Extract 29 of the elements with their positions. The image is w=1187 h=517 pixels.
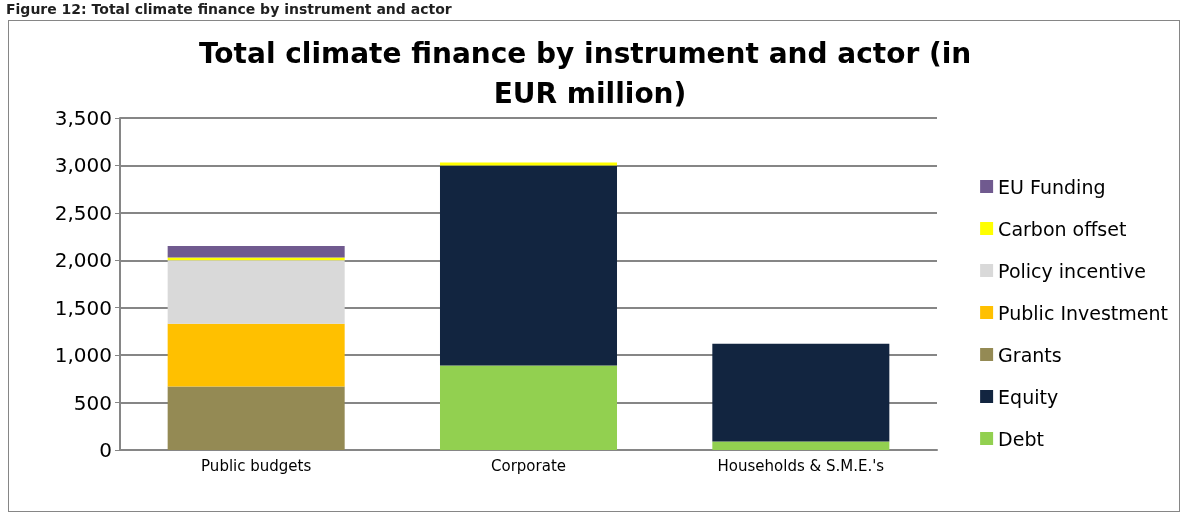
- y-tick-label: 3,000: [54, 153, 112, 178]
- x-tick-label: Corporate: [491, 456, 566, 475]
- chart-title: Total climate finance by instrument and actor (in EUR million): [198, 36, 982, 110]
- legend-label: Grants: [998, 343, 1062, 366]
- y-tick-label: 2,000: [54, 248, 112, 273]
- y-tick-label: 1,000: [54, 343, 112, 368]
- bar: [167, 246, 345, 258]
- legend-label: EU Funding: [998, 175, 1106, 198]
- bar: [439, 165, 618, 366]
- bar: [712, 441, 890, 450]
- y-tick-label: 0: [99, 438, 112, 462]
- x-tick-label: Households & S.M.E.'s: [717, 456, 885, 475]
- legend-label: Debt: [998, 427, 1044, 450]
- bar: [712, 343, 890, 442]
- y-tick-label: 1,500: [54, 295, 112, 320]
- legend-label: Carbon offset: [998, 217, 1127, 240]
- legend-label: Public Investment: [998, 301, 1168, 324]
- y-tick-label: 3,500: [54, 106, 112, 130]
- legend-label: Equity: [998, 385, 1059, 408]
- x-tick-label: Public budgets: [201, 456, 312, 475]
- caption: Figure 12: Total climate finance by instrument and actor: [6, 1, 452, 17]
- bar: [167, 257, 345, 261]
- y-tick-label: 2,500: [54, 200, 112, 225]
- bar: [167, 323, 345, 387]
- y-tick-label: 500: [73, 390, 112, 415]
- bar: [439, 365, 618, 450]
- bar: [167, 386, 345, 450]
- bar: [167, 260, 345, 324]
- legend-label: Policy incentive: [998, 259, 1146, 282]
